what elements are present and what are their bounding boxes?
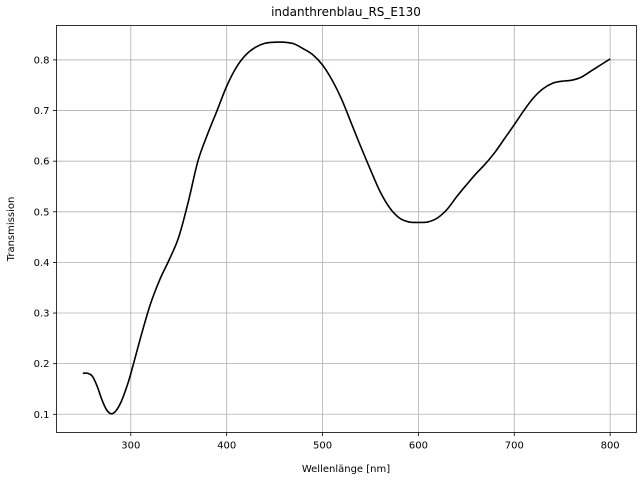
data-point — [140, 338, 141, 339]
data-point — [169, 259, 170, 260]
data-point — [130, 373, 131, 374]
series-layer — [82, 41, 611, 415]
data-point — [159, 280, 160, 281]
data-point — [389, 207, 390, 208]
data-point — [255, 47, 256, 48]
data-point — [399, 217, 400, 218]
data-point — [92, 376, 93, 377]
data-point — [571, 80, 572, 81]
x-tick-label: 300 — [121, 441, 140, 452]
x-tick-label: 400 — [217, 441, 236, 452]
data-point — [126, 389, 127, 390]
data-point — [495, 152, 496, 153]
data-point — [207, 134, 208, 135]
y-axis-label: Transmission — [6, 197, 17, 263]
data-point — [370, 169, 371, 170]
y-tick-label: 0.2 — [34, 359, 50, 370]
data-point — [313, 54, 314, 55]
data-point — [106, 410, 107, 411]
data-point — [466, 185, 467, 186]
data-point — [456, 196, 457, 197]
data-point — [116, 410, 117, 411]
data-point — [121, 401, 122, 402]
data-point — [303, 48, 304, 49]
data-point — [284, 42, 285, 43]
data-point — [82, 373, 83, 374]
plot-frame — [56, 25, 637, 433]
data-point — [274, 42, 275, 43]
data-point — [97, 386, 98, 387]
data-point — [178, 237, 179, 238]
x-tick-label: 700 — [505, 441, 524, 452]
data-point — [591, 71, 592, 72]
data-point — [610, 59, 611, 60]
axis-ticks: 300 400 500 600 700 800 0.1 0.2 0.3 0.4 0.5 0.6 0.7 0… — [34, 55, 620, 451]
data-point — [437, 217, 438, 218]
y-tick-label: 0.7 — [34, 106, 50, 117]
data-point — [236, 67, 237, 68]
data-point — [87, 373, 88, 374]
data-point — [341, 99, 342, 100]
data-point — [102, 400, 103, 401]
data-point — [514, 124, 515, 125]
data-point — [543, 88, 544, 89]
data-point — [581, 77, 582, 78]
data-point — [447, 209, 448, 210]
data-point — [523, 110, 524, 111]
data-point — [504, 138, 505, 139]
chart-title: indanthrenblau_RS_E130 — [271, 5, 421, 19]
y-tick-label: 0.8 — [34, 55, 50, 66]
data-point — [351, 123, 352, 124]
data-point — [476, 173, 477, 174]
data-point — [188, 201, 189, 202]
y-tick-label: 0.6 — [34, 157, 50, 168]
data-point — [418, 222, 419, 223]
data-point — [562, 81, 563, 82]
data-point — [360, 147, 361, 148]
data-point — [198, 161, 199, 162]
data-point — [111, 413, 112, 414]
data-point — [265, 43, 266, 44]
data-point — [380, 191, 381, 192]
data-point — [408, 222, 409, 223]
data-point — [150, 305, 151, 306]
data-point — [533, 97, 534, 98]
y-tick-label: 0.1 — [34, 410, 50, 421]
data-point — [485, 163, 486, 164]
data-point — [245, 54, 246, 55]
series-line — [82, 41, 611, 415]
data-point — [322, 65, 323, 66]
grid — [56, 25, 637, 433]
y-tick-label: 0.4 — [34, 258, 50, 269]
data-point — [217, 110, 218, 111]
data-point — [293, 43, 294, 44]
data-point — [600, 65, 601, 66]
x-tick-label: 500 — [313, 441, 332, 452]
y-tick-label: 0.5 — [34, 207, 50, 218]
data-point — [226, 86, 227, 87]
data-point — [552, 83, 553, 84]
data-point — [428, 222, 429, 223]
x-tick-label: 800 — [601, 441, 620, 452]
y-tick-label: 0.3 — [34, 309, 50, 320]
x-axis-label: Wellenlänge [nm] — [302, 464, 390, 475]
x-tick-label: 600 — [409, 441, 428, 452]
data-point — [332, 80, 333, 81]
